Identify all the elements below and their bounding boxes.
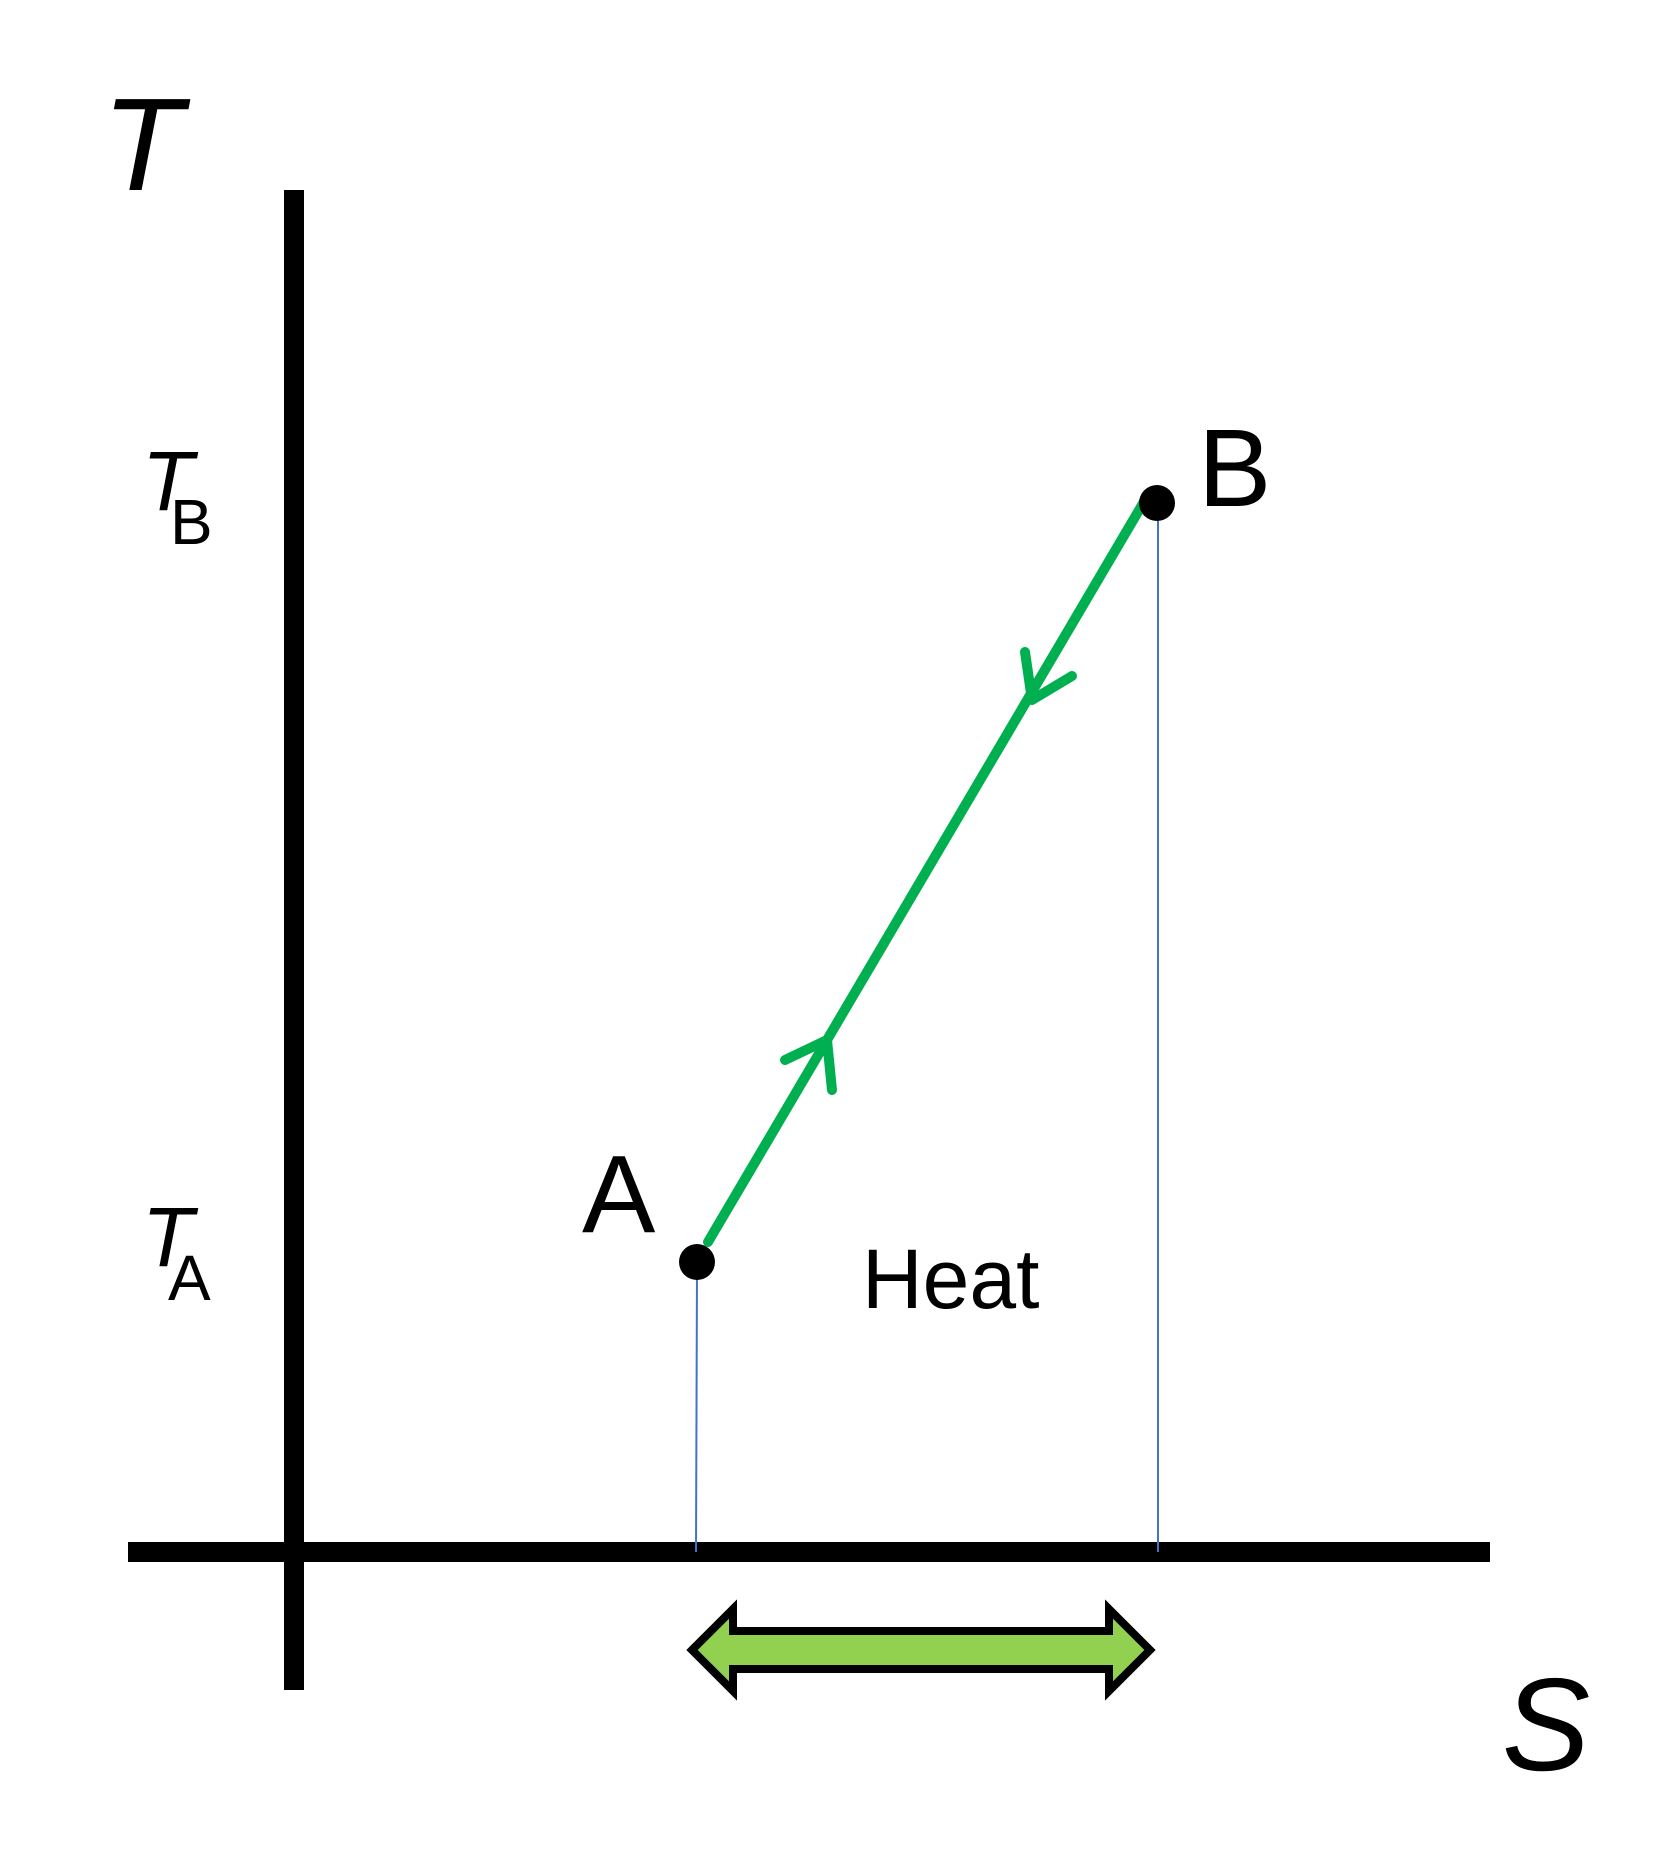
heat-label: Heat <box>862 1232 1039 1326</box>
down-arrowhead <box>1020 647 1077 705</box>
point-b-dot <box>1139 485 1175 521</box>
point-a-label: A <box>582 1133 656 1256</box>
guide-line-a <box>695 1269 698 1553</box>
tick-ta-symbol: T <box>142 1190 199 1284</box>
process-path <box>703 495 1150 1247</box>
y-axis-label: T <box>102 71 191 218</box>
point-b-label: B <box>1198 407 1271 530</box>
x-axis-label: S <box>1502 1651 1590 1798</box>
heat-double-arrow <box>686 1599 1156 1701</box>
tick-tb-subscript: B <box>170 486 213 558</box>
point-a-dot <box>679 1244 715 1280</box>
up-arrowhead <box>780 1035 837 1095</box>
tick-ta-subscript: A <box>168 1242 211 1314</box>
tick-tb-symbol: T <box>142 434 199 528</box>
